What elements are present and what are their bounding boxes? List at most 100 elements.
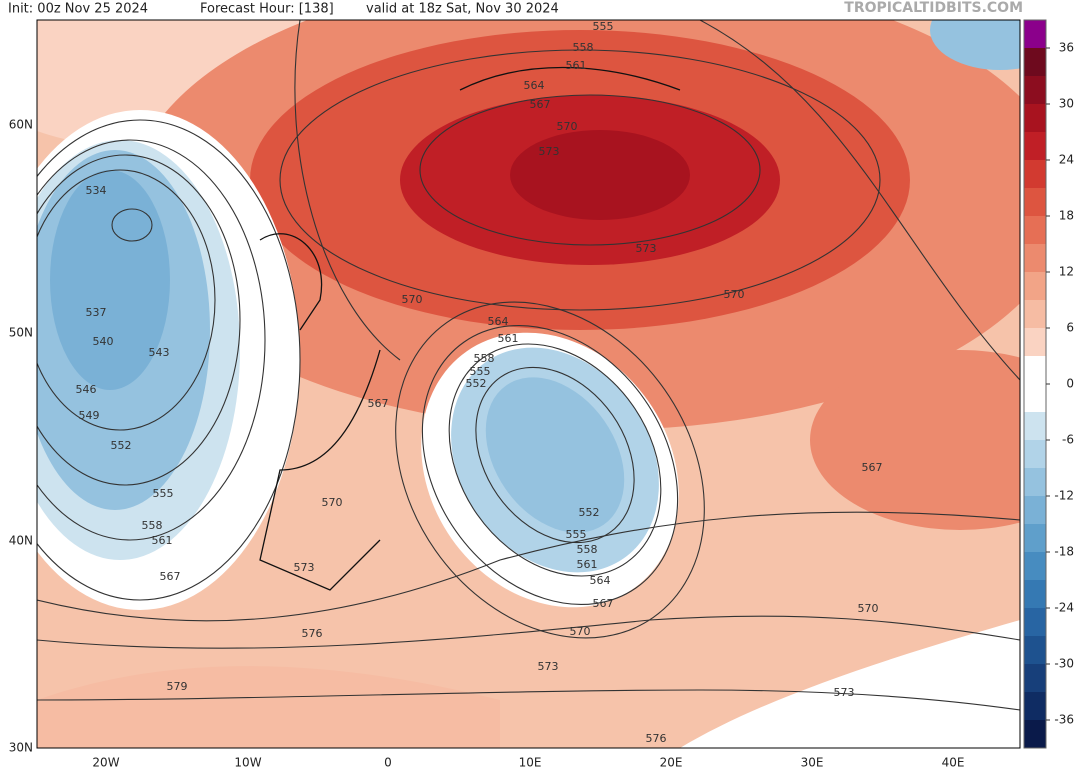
contour-label: 549 [79,409,100,422]
contour-label: 570 [570,625,591,638]
contour-label: 564 [590,574,611,587]
height-contour [111,208,153,242]
lon-label: 10W [234,756,261,770]
height-contour [37,169,216,431]
colorbar-swatch [1024,580,1046,608]
colorbar-swatch [1024,104,1046,132]
temperature-shading [259,66,681,591]
height-contour [37,689,1020,711]
lat-label: 40N [9,534,33,548]
contour-label: 561 [152,534,173,547]
lon-label: 20W [92,756,119,770]
contour-label: 573 [539,145,560,158]
contour-label: 567 [530,98,551,111]
colorbar-swatch [1024,412,1046,440]
colorbar-tick-label: -12 [1054,489,1074,503]
colorbar-swatch [1024,216,1046,244]
contour-label: 573 [294,561,315,574]
contour-label: 570 [858,602,879,615]
colorbar-tick-label: -18 [1054,545,1074,559]
height-contour [395,301,705,639]
contour-label: 534 [86,184,107,197]
lon-label: 30E [801,756,824,770]
contour-label: 570 [322,496,343,509]
temperature-shading [930,20,1020,70]
lon-label: 20E [660,756,683,770]
colorbar-swatch [1024,636,1046,664]
lat-label: 50N [9,326,33,340]
contour-label: 543 [149,346,170,359]
colorbar-tick-label: 30 [1059,97,1074,111]
contour-label: 573 [834,686,855,699]
contour-label: 573 [636,242,657,255]
lon-label: 0 [384,756,392,770]
colorbar-tick-label: -6 [1062,433,1074,447]
colorbar-swatch [1024,244,1046,272]
colorbar-swatch [1024,692,1046,720]
contour-label: 567 [862,461,883,474]
init-time: Init: 00z Nov 25 2024 [8,2,148,17]
colorbar-swatch [1024,440,1046,468]
colorbar-swatch [1024,300,1046,328]
watermark: TROPICALTIDBITS.COM [844,0,1023,16]
contour-label: 579 [167,680,188,693]
colorbar-swatch [1024,468,1046,496]
colorbar-tick-label: 0 [1066,377,1074,391]
contour-label: 555 [153,487,174,500]
colorbar-swatch [1024,76,1046,104]
height-contour [419,94,761,246]
contour-label: 555 [566,528,587,541]
contour-label: 558 [573,41,594,54]
contour-label: 576 [646,732,667,745]
height-contour [448,343,662,577]
lat-label: 60N [9,118,33,132]
colorbar-swatch [1024,160,1046,188]
contour-label: 537 [86,306,107,319]
height-contour [475,366,635,544]
height-contour [37,615,1020,649]
colorbar-swatch [1024,524,1046,552]
temperature-shading [50,170,170,390]
contour-label: 558 [474,352,495,365]
colorbar-swatch [1024,188,1046,216]
contour-label: 561 [566,59,587,72]
valid-time: valid at 18z Sat, Nov 30 2024 [366,2,559,17]
temperature-shading [37,666,500,748]
height-contour [37,154,241,486]
colorbar: 36 30 24 18 12 6 0 -6 -12 -18 -24 -30 -36 [1023,19,1074,749]
contour-label: 567 [160,570,181,583]
height-contour [37,511,1020,622]
contour-label: 552 [466,377,487,390]
map-field [37,20,1020,748]
colorbar-tick-label: -36 [1054,713,1074,727]
contour-label: 570 [402,293,423,306]
colorbar-swatch [1024,608,1046,636]
contour-label: 564 [488,315,509,328]
contour-label: 570 [724,288,745,301]
colorbar-swatch [1024,48,1046,76]
contour-label: 561 [498,332,519,345]
contour-label: 576 [302,627,323,640]
colorbar-swatch [1024,328,1046,356]
contour-label: 555 [470,365,491,378]
colorbar-swatch [1024,272,1046,300]
contour-label: 540 [93,335,114,348]
contour-label: 567 [593,597,614,610]
temperature-shading [680,620,1020,748]
colorbar-tick-label: 24 [1059,153,1074,167]
colorbar-tick-label: 36 [1059,41,1074,55]
contour-label: 564 [524,79,545,92]
contour-label: 558 [142,519,163,532]
contour-label: 561 [577,558,598,571]
contour-label: 552 [111,439,132,452]
contour-label: 570 [557,120,578,133]
colorbar-swatch [1024,132,1046,160]
colorbar-swatch [1024,384,1046,412]
height-contour [279,49,881,311]
lon-label: 40E [942,756,965,770]
height-contour [421,324,679,606]
colorbar-tick-label: -24 [1054,601,1074,615]
colorbar-tick-label: 18 [1059,209,1074,223]
map-frame [36,19,1021,749]
